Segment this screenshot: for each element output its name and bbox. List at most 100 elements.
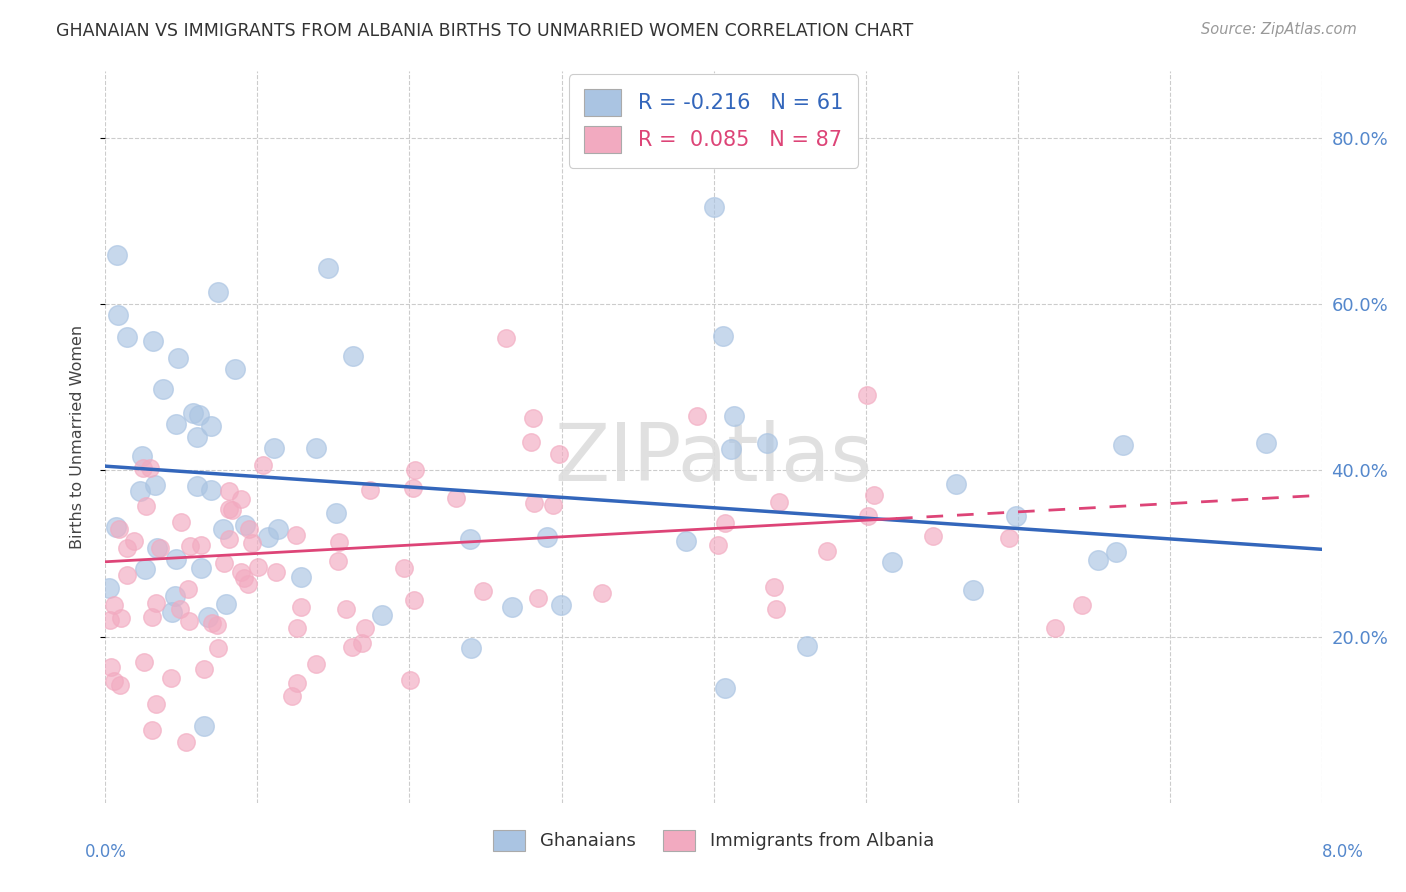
Point [536, 530, 558, 544]
Point [181, 406, 204, 420]
Point [104, 520, 127, 534]
Point [305, 442, 328, 456]
Point [267, 522, 290, 536]
Point [134, 562, 156, 576]
Point [880, 555, 903, 569]
Point [998, 531, 1021, 545]
Point [143, 478, 166, 492]
Point [444, 491, 467, 505]
Point [520, 434, 543, 449]
Point [675, 534, 697, 549]
Point [945, 477, 967, 491]
Point [765, 601, 787, 615]
Text: GHANAIAN VS IMMIGRANTS FROM ALBANIA BIRTHS TO UNMARRIED WOMEN CORRELATION CHART: GHANAIAN VS IMMIGRANTS FROM ALBANIA BIRT… [56, 22, 914, 40]
Point [342, 640, 364, 655]
Point [212, 522, 235, 536]
Point [145, 596, 167, 610]
Point [856, 508, 879, 523]
Point [141, 609, 163, 624]
Point [768, 495, 790, 509]
Point [200, 419, 222, 434]
Point [305, 657, 328, 671]
Point [218, 533, 240, 547]
Point [763, 580, 786, 594]
Point [221, 502, 243, 516]
Point [796, 640, 818, 654]
Point [169, 601, 191, 615]
Point [723, 409, 745, 423]
Point [107, 308, 129, 322]
Point [152, 382, 174, 396]
Point [354, 621, 377, 635]
Point [285, 527, 308, 541]
Point [247, 559, 270, 574]
Point [218, 483, 240, 498]
Point [103, 598, 125, 612]
Point [1005, 509, 1028, 524]
Point [548, 446, 571, 460]
Point [1105, 545, 1128, 559]
Point [714, 681, 737, 695]
Point [176, 582, 198, 597]
Point [1087, 553, 1109, 567]
Legend: Ghanaians, Immigrants from Albania: Ghanaians, Immigrants from Albania [484, 821, 943, 860]
Point [471, 584, 494, 599]
Point [1070, 598, 1092, 612]
Point [703, 200, 725, 214]
Point [165, 552, 187, 566]
Point [215, 597, 238, 611]
Point [460, 640, 482, 655]
Point [174, 735, 197, 749]
Point [108, 678, 131, 692]
Point [145, 697, 167, 711]
Point [107, 522, 129, 536]
Point [129, 484, 152, 499]
Point [190, 561, 212, 575]
Text: 0.0%: 0.0% [84, 843, 127, 861]
Point [285, 621, 308, 635]
Point [132, 461, 155, 475]
Point [207, 640, 229, 655]
Point [316, 260, 339, 275]
Point [233, 518, 256, 533]
Point [855, 388, 877, 402]
Point [1045, 621, 1067, 635]
Point [100, 660, 122, 674]
Point [404, 592, 426, 607]
Point [359, 483, 381, 497]
Point [197, 610, 219, 624]
Point [815, 544, 838, 558]
Point [257, 530, 280, 544]
Point [187, 408, 209, 422]
Point [115, 541, 138, 556]
Point [214, 556, 236, 570]
Text: ZIPatlas: ZIPatlas [554, 420, 873, 498]
Point [495, 331, 517, 345]
Point [263, 441, 285, 455]
Point [523, 496, 546, 510]
Point [371, 607, 394, 622]
Point [326, 554, 349, 568]
Point [141, 723, 163, 738]
Point [160, 672, 183, 686]
Point [328, 535, 350, 549]
Point [402, 481, 425, 495]
Point [863, 488, 886, 502]
Point [285, 675, 308, 690]
Point [501, 599, 523, 614]
Point [149, 541, 172, 555]
Point [240, 536, 263, 550]
Point [458, 532, 481, 546]
Point [399, 673, 422, 688]
Point [325, 506, 347, 520]
Point [160, 605, 183, 619]
Point [134, 655, 156, 669]
Point [179, 540, 201, 554]
Point [392, 561, 415, 575]
Point [179, 614, 201, 628]
Point [921, 529, 943, 543]
Point [404, 463, 426, 477]
Point [342, 350, 364, 364]
Point [122, 534, 145, 549]
Point [236, 577, 259, 591]
